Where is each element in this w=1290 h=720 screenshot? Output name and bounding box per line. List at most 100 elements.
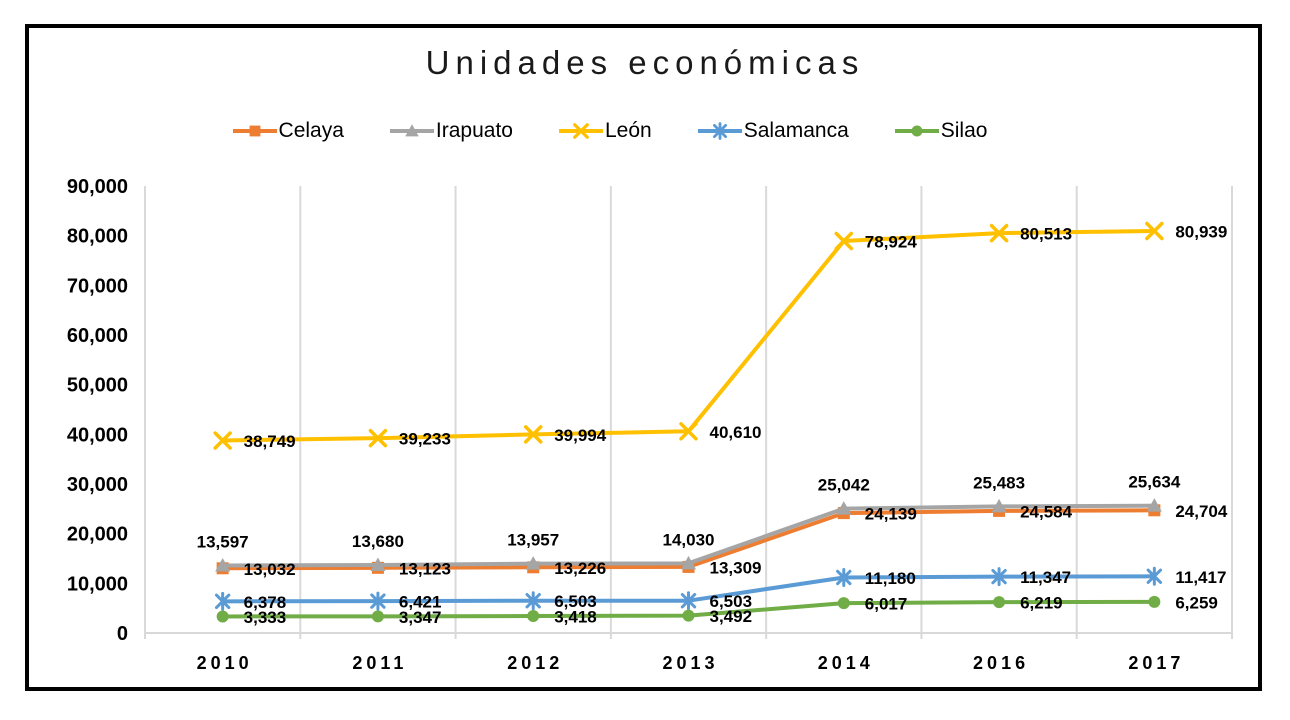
data-point-marker-circle — [1148, 595, 1161, 608]
data-point-marker-triangle — [681, 555, 696, 570]
data-point-marker-triangle — [991, 498, 1007, 513]
y-tick-label: 10,000 — [67, 573, 128, 595]
legend-item-salamanca: Salamanca — [697, 119, 849, 143]
y-tick-label: 0 — [117, 623, 128, 645]
data-point-label: 6,421 — [399, 593, 442, 612]
data-point-marker-triangle — [525, 556, 541, 570]
legend-item-silao: Silao — [894, 119, 988, 143]
data-point-label: 24,584 — [1020, 502, 1073, 521]
data-point-label: 24,139 — [865, 505, 917, 524]
y-tick-label: 30,000 — [67, 474, 128, 496]
data-point-label: 80,939 — [1175, 223, 1227, 242]
data-point-label: 6,017 — [865, 595, 908, 614]
data-point-marker-asterisk — [991, 567, 1007, 587]
data-point-marker-asterisk — [1146, 566, 1163, 586]
y-tick-label: 40,000 — [67, 424, 128, 446]
data-point-label: 13,032 — [244, 560, 296, 579]
x-tick-label: 2016 — [973, 653, 1029, 673]
data-point-label: 38,749 — [244, 432, 296, 451]
y-tick-label: 70,000 — [67, 275, 128, 297]
data-point-marker-circle — [682, 609, 695, 622]
data-point-label: 80,513 — [1020, 225, 1072, 244]
data-point-label: 13,226 — [554, 559, 606, 578]
x-tick-label: 2010 — [197, 653, 253, 673]
data-point-marker-circle — [371, 610, 384, 623]
data-point-label: 40,610 — [710, 423, 762, 442]
data-point-marker-triangle — [1146, 498, 1162, 512]
data-point-marker-x — [523, 425, 543, 444]
data-point-label: 24,704 — [1175, 502, 1228, 521]
data-point-marker-asterisk — [370, 591, 386, 611]
data-point-label: 6,259 — [1175, 593, 1218, 612]
legend-swatch-triangle-icon — [389, 124, 434, 137]
data-point-label: 6,378 — [244, 593, 287, 612]
data-point-marker-triangle — [836, 501, 852, 515]
series-line-león — [220, 229, 1157, 443]
y-tick-label: 60,000 — [67, 325, 128, 347]
x-tick-label: 2012 — [507, 653, 563, 673]
legend-swatch-square-icon — [232, 125, 277, 137]
data-point-marker-x — [989, 223, 1009, 243]
data-point-label: 13,309 — [710, 558, 762, 577]
data-point-marker-triangle — [215, 557, 231, 572]
data-point-marker-circle — [993, 596, 1006, 609]
data-point-label: 25,483 — [973, 473, 1025, 492]
data-point-label: 39,994 — [554, 426, 607, 445]
data-point-label: 39,233 — [399, 430, 451, 449]
data-point-marker-asterisk — [525, 591, 541, 611]
legend-item-irapuato: Irapuato — [389, 119, 513, 143]
legend-swatch-circle-icon — [894, 125, 939, 137]
data-point-marker-x — [834, 231, 854, 251]
y-tick-label: 50,000 — [67, 375, 128, 397]
x-tick-label: 2011 — [352, 653, 407, 673]
data-point-marker-x — [1145, 221, 1164, 241]
data-point-label: 6,503 — [554, 592, 597, 611]
data-point-marker-asterisk — [680, 591, 697, 611]
x-tick-label: 2013 — [662, 653, 718, 673]
y-tick-label: 90,000 — [67, 176, 128, 198]
data-point-label: 14,030 — [663, 530, 715, 549]
data-point-label: 13,957 — [507, 531, 559, 550]
data-point-label: 6,503 — [710, 592, 753, 611]
data-point-label: 11,180 — [865, 569, 916, 588]
data-point-marker-x — [213, 431, 232, 450]
data-point-marker-asterisk — [836, 567, 852, 587]
legend-swatch-x-icon — [558, 123, 603, 139]
x-tick-label: 2014 — [818, 653, 874, 673]
data-point-label: 13,680 — [352, 532, 404, 551]
data-point-label: 13,597 — [197, 532, 249, 551]
y-tick-label: 80,000 — [67, 226, 128, 248]
legend-label: León — [604, 119, 652, 142]
data-point-label: 13,123 — [399, 559, 451, 578]
chart-frame — [25, 24, 1262, 691]
legend-label: Celaya — [278, 119, 344, 142]
data-point-label: 3,347 — [399, 608, 442, 627]
chart-title: Unidades económicas — [425, 44, 865, 81]
data-point-label: 3,333 — [244, 608, 287, 627]
legend-label: Irapuato — [435, 119, 513, 142]
data-point-label: 11,347 — [1020, 568, 1071, 587]
data-point-label: 78,924 — [865, 233, 918, 252]
data-point-label: 11,417 — [1175, 568, 1226, 587]
data-point-marker-triangle — [370, 557, 386, 572]
data-point-marker-circle — [837, 597, 850, 610]
data-point-label: 3,418 — [554, 608, 597, 627]
legend: Celaya Irapuato León Salamanca Silao — [0, 117, 1290, 145]
data-point-marker-asterisk — [214, 591, 231, 611]
legend-label: Salamanca — [743, 119, 849, 142]
data-point-label: 25,042 — [818, 476, 870, 495]
y-tick-label: 20,000 — [67, 524, 128, 546]
data-point-marker-circle — [527, 610, 540, 623]
data-point-marker-circle — [216, 610, 229, 623]
data-point-label: 3,492 — [710, 607, 753, 626]
legend-item-león: León — [558, 119, 652, 143]
legend-label: Silao — [940, 119, 988, 142]
data-point-marker-x — [368, 428, 388, 448]
data-point-label: 6,219 — [1020, 594, 1063, 613]
legend-item-celaya: Celaya — [232, 119, 344, 143]
x-tick-label: 2017 — [1128, 653, 1184, 673]
legend-swatch-asterisk-icon — [697, 122, 742, 140]
data-point-label: 25,634 — [1128, 473, 1181, 492]
